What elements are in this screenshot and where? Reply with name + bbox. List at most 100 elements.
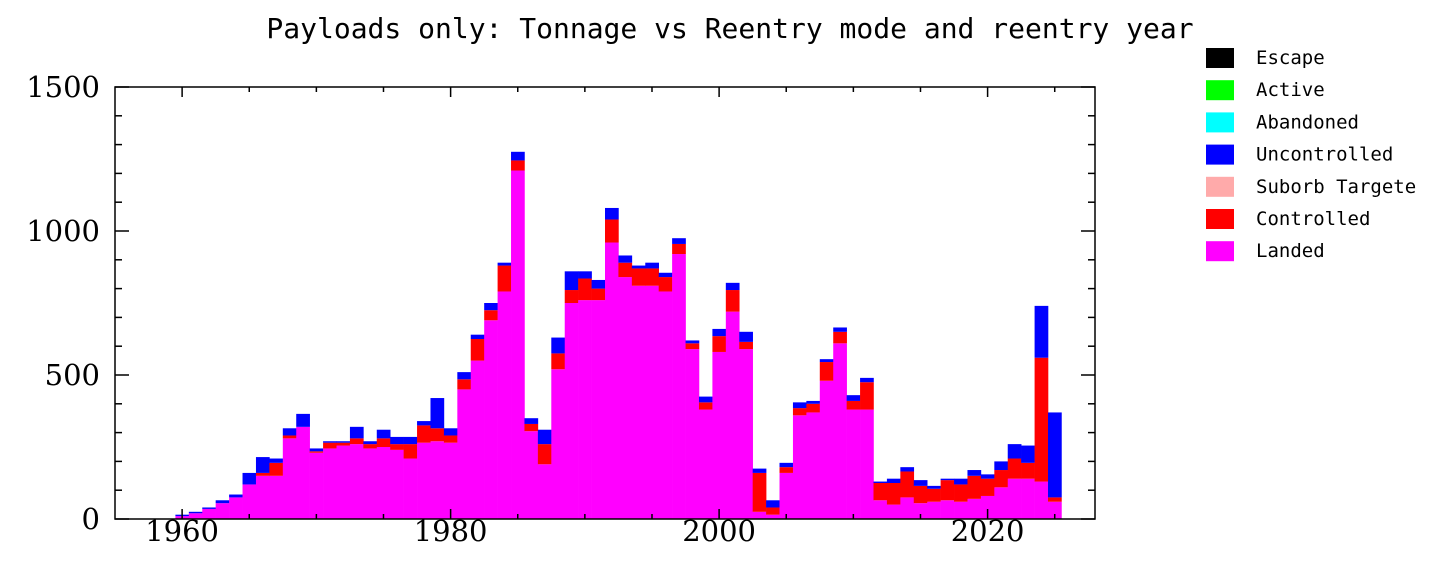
bar-controlled-1966: [255, 472, 270, 476]
bar-controlled-2020: [980, 478, 995, 496]
bar-controlled-2003: [752, 472, 767, 512]
bar-landed-2005: [779, 472, 794, 519]
bar-uncontrolled-2013: [886, 478, 901, 483]
legend-label-suborb-targeted: Suborb Targete: [1256, 176, 1416, 198]
bar-landed-1976: [390, 449, 404, 519]
bar-uncontrolled-1999: [698, 396, 713, 403]
bar-controlled-1977: [403, 444, 418, 459]
x-tick-label-1980: 1980: [414, 514, 488, 548]
bar-controlled-2005: [779, 467, 794, 473]
legend-swatch-escape: [1206, 48, 1234, 68]
bar-landed-1998: [685, 349, 700, 519]
bar-landed-1996: [658, 291, 673, 519]
bars-layer: [175, 151, 1062, 520]
bar-landed-1997: [672, 254, 686, 520]
bar-landed-1990: [578, 300, 592, 519]
legend: Escape Active Abandoned Uncontrolled Suborb …: [1206, 47, 1416, 262]
legend-swatch-landed: [1206, 241, 1234, 262]
bar-uncontrolled-1983: [484, 303, 498, 311]
x-tick-label-2000: 2000: [682, 514, 756, 548]
bar-controlled-1998: [685, 343, 700, 350]
bar-landed-1979: [430, 441, 445, 519]
bar-uncontrolled-2000: [712, 328, 727, 337]
bar-landed-2018: [954, 501, 968, 519]
bar-controlled-1968: [282, 435, 297, 439]
bar-landed-2017: [940, 500, 955, 519]
bar-landed-1992: [605, 242, 619, 519]
bar-controlled-2000: [712, 336, 727, 352]
bar-landed-2006: [792, 415, 807, 519]
bar-controlled-2004: [766, 507, 780, 515]
bar-controlled-2012: [873, 483, 888, 501]
bar-uncontrolled-1984: [497, 262, 512, 266]
bar-uncontrolled-1978: [417, 421, 431, 426]
bar-landed-2001: [725, 311, 740, 519]
bar-controlled-2018: [954, 484, 968, 502]
bar-uncontrolled-1966: [255, 457, 270, 473]
bar-uncontrolled-1997: [672, 238, 686, 244]
bar-landed-1986: [524, 431, 539, 519]
bar-uncontrolled-2024: [1034, 305, 1049, 358]
bar-uncontrolled-1967: [269, 458, 284, 463]
bar-uncontrolled-1964: [229, 494, 243, 498]
bar-uncontrolled-1995: [645, 262, 659, 269]
bar-uncontrolled-2010: [846, 395, 861, 401]
bar-landed-2008: [819, 380, 834, 519]
bar-controlled-1985: [511, 160, 525, 171]
bar-uncontrolled-2006: [792, 402, 807, 409]
bar-uncontrolled-2007: [806, 400, 821, 404]
bar-landed-2025: [1048, 501, 1062, 519]
bar-uncontrolled-2016: [927, 485, 941, 489]
bar-controlled-2015: [913, 485, 928, 504]
bar-controlled-1997: [672, 243, 686, 255]
bar-landed-2011: [860, 409, 874, 519]
bar-controlled-1973: [349, 438, 364, 445]
bar-uncontrolled-1992: [605, 207, 619, 220]
bar-landed-1969: [296, 426, 310, 519]
bar-controlled-1984: [497, 265, 512, 292]
bar-uncontrolled-2023: [1021, 445, 1035, 463]
bar-uncontrolled-1986: [524, 418, 539, 424]
bar-landed-1985: [511, 170, 525, 519]
legend-label-controlled: Controlled: [1256, 208, 1370, 230]
bar-uncontrolled-1987: [537, 429, 552, 445]
bar-uncontrolled-1994: [631, 265, 646, 269]
legend-swatch-abandoned: [1206, 112, 1234, 133]
bar-landed-1973: [349, 444, 364, 519]
legend-label-abandoned: Abandoned: [1256, 111, 1359, 133]
bar-uncontrolled-1961: [188, 511, 203, 514]
y-tick-label-1000: 1000: [26, 214, 100, 248]
bar-landed-1989: [564, 303, 579, 519]
bar-landed-2020: [980, 495, 995, 519]
bar-uncontrolled-2025: [1048, 412, 1062, 498]
bar-uncontrolled-1982: [470, 334, 485, 339]
bar-controlled-1990: [578, 278, 592, 301]
bar-landed-1971: [323, 448, 337, 519]
bar-landed-1988: [551, 369, 566, 519]
bar-landed-1972: [336, 445, 351, 519]
bar-controlled-1995: [645, 268, 659, 286]
bar-controlled-2022: [1007, 458, 1022, 479]
bar-uncontrolled-1969: [296, 413, 310, 427]
bar-controlled-1996: [658, 277, 673, 292]
bar-controlled-1971: [323, 442, 337, 449]
plot-frame: [114, 86, 1096, 520]
bar-landed-2010: [846, 409, 861, 519]
bar-uncontrolled-2021: [994, 461, 1009, 471]
chart-title: Payloads only: Tonnage vs Reentry mode a…: [266, 12, 1193, 45]
bar-uncontrolled-2011: [860, 377, 874, 383]
legend-swatch-controlled: [1206, 209, 1234, 229]
bar-controlled-1978: [417, 425, 431, 443]
bar-landed-1993: [618, 277, 633, 519]
bar-controlled-1967: [269, 462, 284, 476]
bar-uncontrolled-2020: [980, 474, 995, 479]
bar-landed-2002: [739, 349, 753, 519]
bar-landed-1995: [645, 285, 659, 519]
bar-controlled-2021: [994, 470, 1009, 488]
bar-uncontrolled-2015: [913, 480, 928, 486]
bar-uncontrolled-2019: [967, 470, 982, 476]
bar-controlled-1992: [605, 219, 619, 243]
x-tick-label-2020: 2020: [951, 514, 1025, 548]
bar-controlled-2016: [927, 488, 941, 502]
